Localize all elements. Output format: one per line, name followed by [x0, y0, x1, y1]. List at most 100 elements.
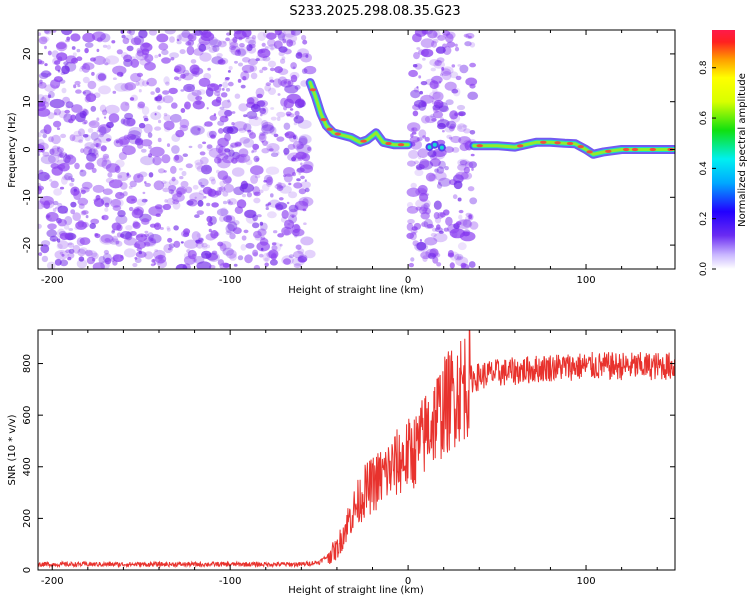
noise-speckle [246, 44, 253, 52]
noise-speckle [250, 72, 258, 80]
noise-speckle [173, 154, 184, 163]
noise-speckle [189, 192, 205, 202]
noise-speckle [141, 106, 150, 116]
noise-speckle [256, 93, 263, 99]
noise-speckle [98, 133, 105, 138]
noise-speckle [222, 126, 234, 134]
noise-speckle [176, 38, 180, 42]
noise-speckle [88, 120, 100, 129]
noise-speckle [457, 64, 462, 67]
noise-speckle [300, 236, 314, 246]
noise-speckle [84, 142, 95, 150]
noise-speckle [144, 61, 156, 71]
noise-speckle [218, 127, 224, 134]
noise-speckle [431, 118, 437, 122]
noise-speckle [262, 56, 271, 62]
noise-speckle [123, 237, 137, 246]
noise-speckle [251, 150, 254, 154]
noise-speckle [41, 240, 51, 247]
noise-speckle [62, 96, 70, 104]
signal-track-peak [517, 144, 524, 148]
noise-speckle [51, 30, 57, 33]
noise-speckle [293, 135, 297, 140]
noise-speckle [436, 183, 443, 189]
x-tick-label: -200 [41, 275, 64, 286]
noise-speckle [95, 143, 101, 149]
noise-speckle [57, 202, 63, 208]
noise-speckle [104, 257, 112, 265]
noise-speckle [179, 176, 184, 180]
noise-speckle [68, 228, 73, 231]
noise-speckle [239, 43, 245, 48]
noise-speckle [206, 215, 213, 223]
noise-speckle [437, 34, 446, 41]
noise-speckle [225, 223, 235, 234]
noise-speckle [283, 81, 287, 84]
noise-speckle [59, 186, 65, 190]
noise-speckle [198, 43, 207, 52]
noise-speckle [207, 83, 220, 92]
noise-speckle [129, 180, 137, 188]
noise-speckle [293, 182, 303, 189]
noise-speckle [135, 233, 148, 242]
noise-speckle [263, 180, 267, 183]
noise-speckle [411, 131, 417, 135]
noise-speckle [225, 230, 232, 235]
noise-speckle [234, 60, 238, 64]
noise-speckle [438, 105, 449, 113]
noise-speckle [167, 247, 172, 251]
noise-speckle [415, 206, 422, 211]
x-tick-label: 100 [576, 275, 595, 286]
noise-speckle [427, 252, 436, 260]
noise-speckle [148, 30, 158, 36]
noise-speckle [214, 90, 221, 97]
noise-speckle [234, 49, 242, 56]
noise-speckle [222, 175, 232, 185]
y-tick-label: 0 [22, 146, 33, 152]
noise-speckle [412, 232, 417, 236]
noise-speckle [412, 33, 422, 43]
noise-speckle [98, 126, 107, 136]
noise-speckle [199, 52, 212, 62]
noise-speckle [207, 252, 220, 263]
noise-speckle [162, 187, 170, 193]
noise-speckle [153, 249, 166, 260]
noise-speckle [125, 231, 133, 241]
noise-speckle [200, 184, 205, 188]
noise-speckle [61, 87, 67, 94]
noise-speckle [411, 226, 418, 231]
noise-speckle [280, 97, 288, 107]
noise-speckle [124, 112, 134, 120]
noise-speckle [172, 201, 181, 210]
noise-speckle [133, 243, 141, 249]
noise-speckle [416, 86, 419, 89]
noise-speckle [71, 57, 78, 64]
spectrogram-plot-area [38, 30, 675, 269]
signal-track-peak [586, 150, 593, 154]
noise-speckle [459, 160, 468, 166]
noise-speckle [95, 143, 99, 148]
noise-speckle [275, 202, 288, 210]
noise-speckle [120, 231, 132, 240]
noise-speckle [252, 115, 258, 120]
snr-xlabel: Height of straight line (km) [288, 585, 424, 596]
signal-track-peak [566, 141, 574, 146]
noise-speckle [158, 119, 162, 124]
noise-speckle [64, 109, 70, 114]
noise-speckle [438, 160, 446, 169]
noise-speckle [406, 232, 415, 239]
noise-speckle [150, 111, 162, 120]
noise-speckle [228, 47, 236, 53]
noise-speckle [54, 258, 62, 266]
signal-track-peak [540, 140, 547, 144]
noise-speckle [132, 221, 141, 229]
noise-speckle [85, 162, 95, 170]
noise-speckle [269, 67, 275, 72]
noise-speckle [434, 59, 442, 67]
noise-speckle [439, 117, 445, 122]
noise-speckle [207, 221, 213, 227]
noise-speckle [240, 84, 246, 89]
noise-speckle [408, 69, 418, 78]
noise-speckle [191, 89, 202, 97]
noise-speckle [456, 123, 467, 132]
